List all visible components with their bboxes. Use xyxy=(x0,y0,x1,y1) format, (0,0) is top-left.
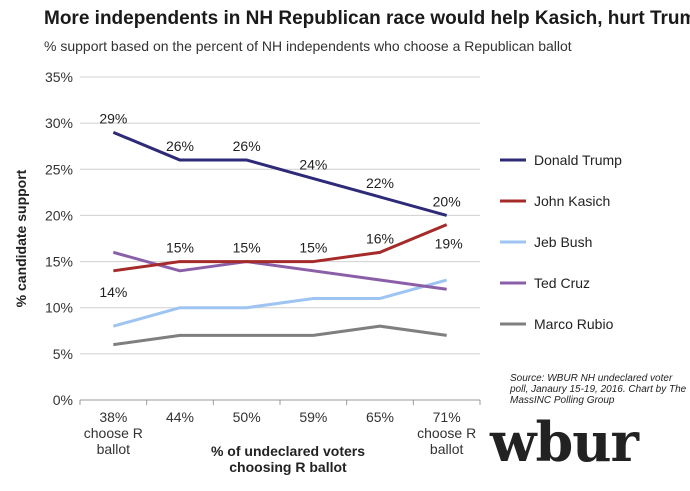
y-tick-label: 5% xyxy=(53,346,73,362)
chart-title: More independents in NH Republican race … xyxy=(44,8,690,29)
source-note: Source: WBUR NH undeclared voter poll, J… xyxy=(510,373,687,406)
y-tick-label: 30% xyxy=(45,115,73,131)
x-tick-label: 65% xyxy=(366,409,394,425)
x-tick-label: 50% xyxy=(233,409,261,425)
series-line-jeb-bush xyxy=(112,278,448,328)
data-label-kasich: 15% xyxy=(299,240,327,256)
x-tick-label: 44% xyxy=(166,409,194,425)
y-tick-label: 10% xyxy=(45,300,73,316)
legend-label-jeb-bush: Jeb Bush xyxy=(534,234,592,250)
y-tick-label: 20% xyxy=(45,207,73,223)
legend-label-donald-trump: Donald Trump xyxy=(534,152,622,168)
data-label-kasich: 15% xyxy=(233,240,261,256)
wbur-logo: wbur xyxy=(490,410,639,474)
data-label-kasich: 14% xyxy=(99,284,127,300)
data-label-trump: 22% xyxy=(366,175,394,191)
data-label-kasich: 19% xyxy=(435,236,463,252)
y-tick-label: 25% xyxy=(45,161,73,177)
legend-label-marco-rubio: Marco Rubio xyxy=(534,316,614,332)
data-label-kasich: 15% xyxy=(166,240,194,256)
chart-subtitle: % support based on the percent of NH ind… xyxy=(44,38,572,54)
data-label-trump: 26% xyxy=(233,138,261,154)
data-label-trump: 26% xyxy=(166,138,194,154)
series-line-ted-cruz xyxy=(112,250,447,291)
y-tick-label: 0% xyxy=(53,392,73,408)
series-line-marco-rubio xyxy=(113,324,447,347)
data-label-trump: 29% xyxy=(99,110,127,126)
y-tick-label: 15% xyxy=(45,254,73,270)
y-tick-label: 35% xyxy=(45,69,73,85)
data-label-trump: 20% xyxy=(433,193,461,209)
legend-label-ted-cruz: Ted Cruz xyxy=(534,275,590,291)
x-tick-label: 59% xyxy=(299,409,327,425)
series-line-john-kasich xyxy=(113,223,448,273)
data-label-kasich: 16% xyxy=(366,230,394,246)
data-label-trump: 24% xyxy=(299,157,327,173)
y-axis-title: % candidate support xyxy=(13,169,29,307)
series-line-donald-trump xyxy=(112,130,448,217)
x-axis-title: % of undeclared voters choosing R ballot xyxy=(211,443,365,475)
legend-label-john-kasich: John Kasich xyxy=(534,193,610,209)
